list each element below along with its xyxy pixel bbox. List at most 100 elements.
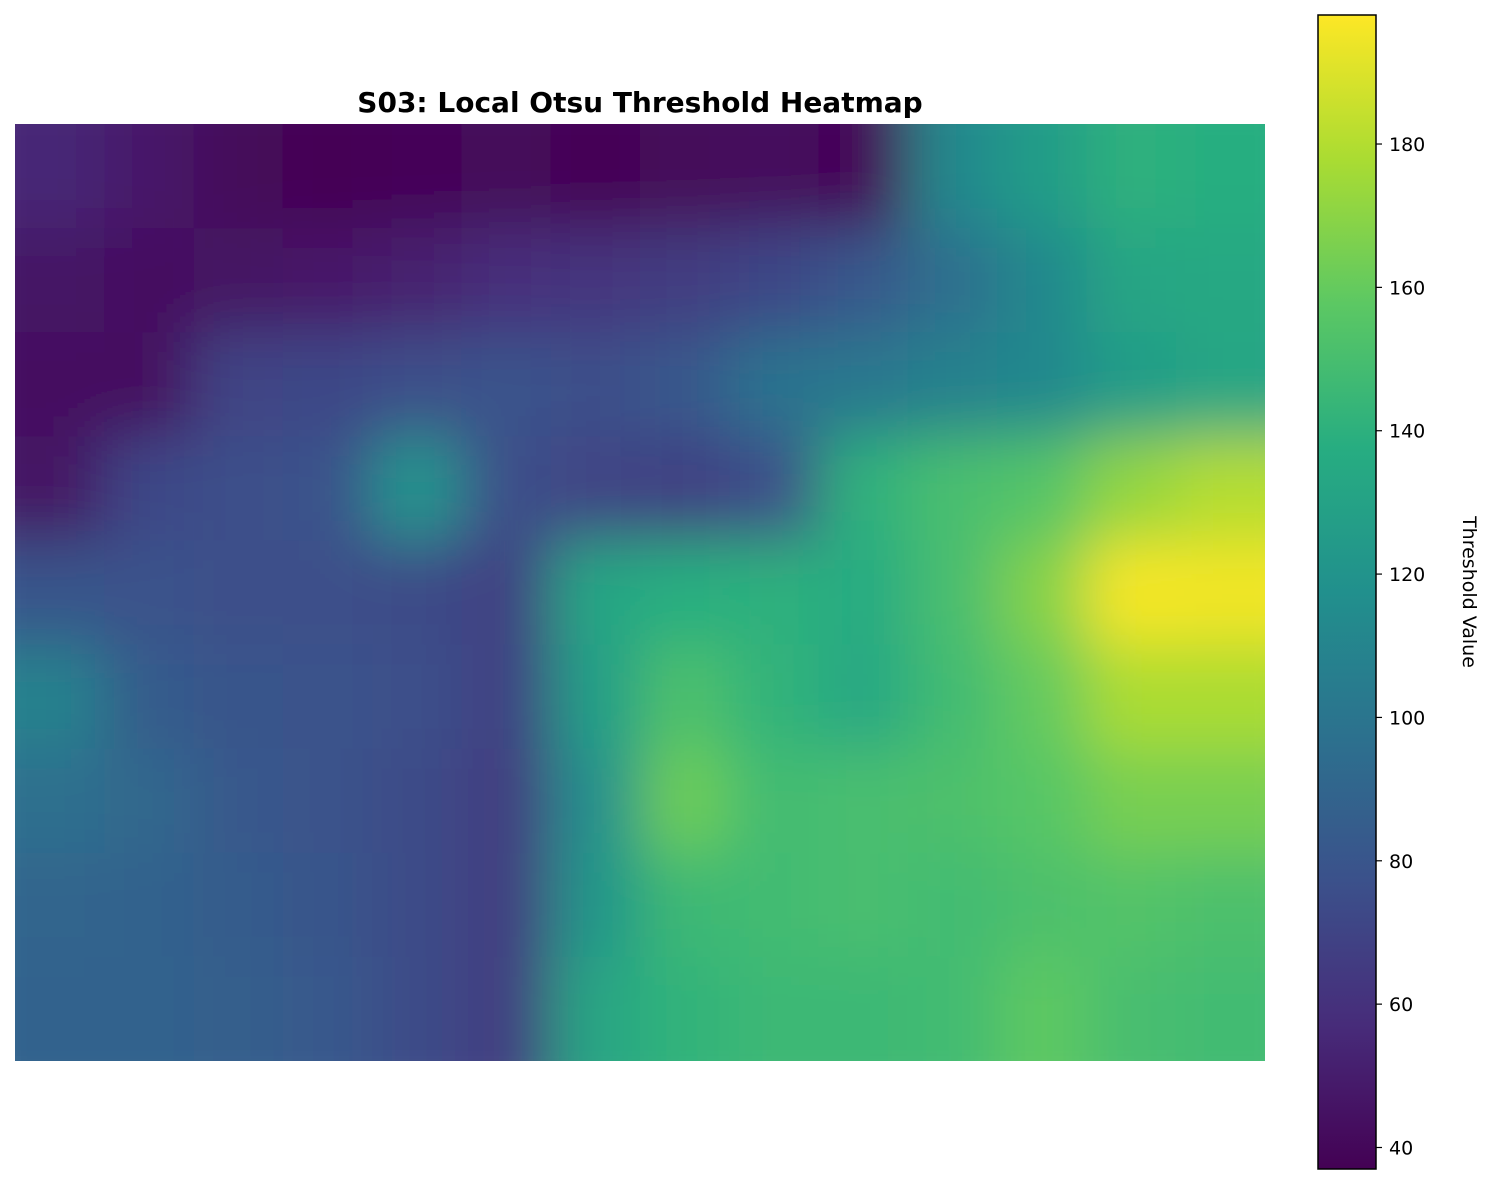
heatmap-cell xyxy=(550,540,641,646)
heatmap-cell xyxy=(15,956,106,1061)
heatmap-cell xyxy=(550,644,641,750)
heatmap-cell xyxy=(640,748,731,854)
heatmap-cell xyxy=(997,332,1088,438)
heatmap-cell xyxy=(15,436,106,542)
heatmap-cell xyxy=(1175,644,1265,750)
heatmap-cell xyxy=(550,228,641,334)
heatmap-cell xyxy=(907,540,999,646)
heatmap-cell xyxy=(729,852,820,958)
heatmap-cell xyxy=(818,124,909,230)
heatmap-cell xyxy=(1175,956,1265,1061)
heatmap-cell xyxy=(372,332,463,438)
heatmap-cell xyxy=(550,956,641,1061)
heatmap-cell xyxy=(1086,540,1177,646)
heatmap-cell xyxy=(729,228,820,334)
heatmap-cell xyxy=(997,748,1088,854)
heatmap-cell xyxy=(282,644,374,750)
heatmap-cell xyxy=(997,540,1088,646)
heatmap-cell xyxy=(1086,956,1177,1061)
heatmap-cell xyxy=(818,332,909,438)
heatmap-cell xyxy=(640,540,731,646)
heatmap-cell xyxy=(104,956,195,1061)
heatmap-cell xyxy=(193,228,284,334)
heatmap-cell xyxy=(818,748,909,854)
heatmap-cell xyxy=(282,852,374,958)
heatmap-cell xyxy=(550,436,641,542)
heatmap-cell xyxy=(104,748,195,854)
heatmap-cell xyxy=(461,332,552,438)
heatmap-cell xyxy=(282,436,374,542)
heatmap-cell xyxy=(282,124,374,230)
heatmap-cell xyxy=(282,956,374,1061)
heatmap-cell xyxy=(461,956,552,1061)
heatmap-cell xyxy=(461,228,552,334)
heatmap-cell xyxy=(15,852,106,958)
heatmap-cell xyxy=(15,332,106,438)
heatmap-cell xyxy=(1175,332,1265,438)
heatmap-cell xyxy=(818,436,909,542)
heatmap-cell xyxy=(997,956,1088,1061)
heatmap-cell xyxy=(372,852,463,958)
heatmap-cell xyxy=(193,436,284,542)
heatmap-cell xyxy=(729,956,820,1061)
heatmap-cell xyxy=(461,540,552,646)
heatmap-cell xyxy=(1175,124,1265,230)
heatmap-cell xyxy=(15,644,106,750)
heatmap-cell xyxy=(907,748,999,854)
heatmap-cell xyxy=(372,644,463,750)
heatmap-cell xyxy=(907,644,999,750)
heatmap-cell xyxy=(372,956,463,1061)
heatmap-cell xyxy=(818,852,909,958)
heatmap-cell xyxy=(907,332,999,438)
heatmap-cell xyxy=(1086,436,1177,542)
heatmap-cell xyxy=(997,852,1088,958)
heatmap-cell xyxy=(372,124,463,230)
heatmap-cell xyxy=(1086,332,1177,438)
colorbar-tick-label: 100 xyxy=(1389,707,1425,729)
heatmap-cell xyxy=(282,540,374,646)
heatmap-cell xyxy=(372,748,463,854)
heatmap-cell xyxy=(729,436,820,542)
heatmap-cell xyxy=(461,644,552,750)
heatmap-cell xyxy=(997,436,1088,542)
heatmap-cell xyxy=(15,228,106,334)
heatmap-cell xyxy=(104,540,195,646)
heatmap-cell xyxy=(818,956,909,1061)
heatmap-cell xyxy=(550,124,641,230)
heatmap-cell xyxy=(997,124,1088,230)
heatmap-cell xyxy=(729,748,820,854)
heatmap-cell xyxy=(1086,852,1177,958)
heatmap-cell xyxy=(15,124,106,230)
heatmap-cell xyxy=(1086,644,1177,750)
heatmap-cell xyxy=(193,124,284,230)
heatmap-cell xyxy=(640,644,731,750)
heatmap-cell xyxy=(282,332,374,438)
heatmap-cell xyxy=(282,228,374,334)
heatmap-cell xyxy=(818,644,909,750)
heatmap-cell xyxy=(1086,748,1177,854)
heatmap-cell xyxy=(193,748,284,854)
heatmap-cell xyxy=(640,332,731,438)
colorbar-tick-label: 140 xyxy=(1389,421,1425,443)
heatmap-cell xyxy=(15,540,106,646)
heatmap-cell xyxy=(907,852,999,958)
heatmap-cell xyxy=(729,644,820,750)
heatmap-cell xyxy=(193,540,284,646)
colorbar-tick-label: 60 xyxy=(1389,994,1413,1016)
heatmap-cell xyxy=(907,228,999,334)
heatmap-cell xyxy=(15,748,106,854)
heatmap-cell xyxy=(461,748,552,854)
heatmap-cell xyxy=(1175,436,1265,542)
heatmap-cell xyxy=(461,852,552,958)
heatmap-cell xyxy=(104,332,195,438)
heatmap-cell xyxy=(997,644,1088,750)
heatmap-cell xyxy=(818,540,909,646)
heatmap-cell xyxy=(104,228,195,334)
heatmap-cell xyxy=(104,644,195,750)
heatmap-cell xyxy=(640,228,731,334)
heatmap-cell xyxy=(1086,124,1177,230)
heatmap-cell xyxy=(104,852,195,958)
heatmap-cell xyxy=(193,644,284,750)
heatmap-cell xyxy=(550,332,641,438)
heatmap-cell xyxy=(997,228,1088,334)
